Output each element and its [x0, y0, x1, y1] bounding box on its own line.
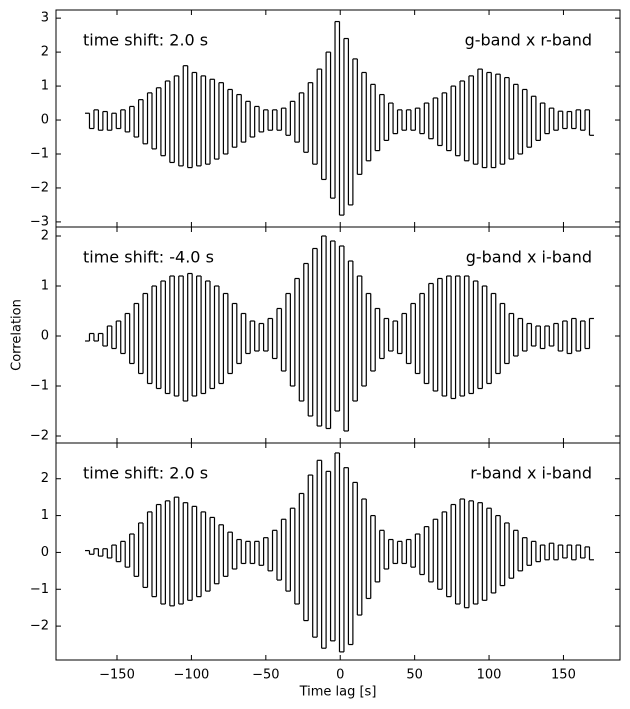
y-tick-label: −2	[30, 429, 49, 444]
x-tick-label: 0	[336, 668, 344, 683]
annotation: time shift: 2.0 s	[83, 464, 208, 483]
x-tick-label: −50	[252, 668, 279, 683]
y-tick-label: −3	[30, 214, 49, 229]
step-riser	[88, 452, 591, 652]
y-tick-label: −2	[30, 180, 49, 195]
y-tick-label: 0	[41, 545, 49, 560]
y-tick-label: 1	[41, 279, 49, 294]
y-axis-label: Correlation	[10, 299, 25, 371]
x-tick-label: −150	[99, 668, 135, 683]
x-axis-label: Time lag [s]	[299, 685, 377, 700]
step-riser	[88, 21, 591, 216]
y-tick-label: −1	[30, 146, 49, 161]
y-tick-label: 0	[41, 113, 49, 128]
step-riser	[88, 236, 591, 431]
panel-frame	[55, 442, 621, 661]
x-tick-label: 50	[406, 668, 423, 683]
annotation: g-band x i-band	[466, 248, 592, 267]
x-tick-label: 100	[477, 668, 502, 683]
annotation: time shift: 2.0 s	[83, 31, 208, 50]
x-tick-label: −100	[174, 668, 210, 683]
x-tick-label: 150	[551, 668, 576, 683]
y-tick-label: 2	[41, 471, 49, 486]
y-tick-label: 0	[41, 329, 49, 344]
y-tick-label: −2	[30, 619, 49, 634]
annotation: g-band x r-band	[465, 31, 592, 50]
y-tick-label: −1	[30, 379, 49, 394]
annotation: r-band x i-band	[470, 464, 592, 483]
annotation: time shift: -4.0 s	[83, 248, 214, 267]
y-tick-label: 3	[41, 11, 49, 26]
y-tick-label: 1	[41, 508, 49, 523]
y-tick-label: 1	[41, 79, 49, 94]
y-tick-label: 2	[41, 229, 49, 244]
y-tick-label: −1	[30, 582, 49, 597]
y-tick-label: 2	[41, 45, 49, 60]
